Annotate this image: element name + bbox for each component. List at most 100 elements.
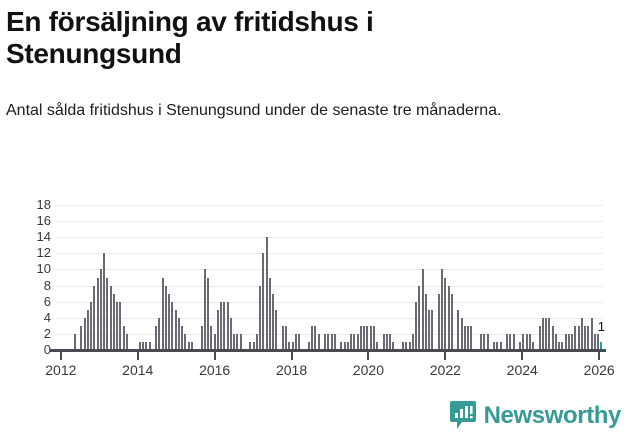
gridline (57, 253, 603, 255)
gridline (57, 285, 603, 287)
chart-bar (268, 277, 271, 350)
chart-bar (558, 341, 561, 350)
chart-bar (73, 333, 76, 350)
chart-bar (340, 341, 343, 350)
y-axis-tick-label: 10 (36, 261, 51, 277)
chart-bar (249, 341, 252, 350)
x-axis-tick (444, 352, 447, 360)
chart-bar (181, 325, 184, 350)
chart-bar (541, 317, 544, 350)
gridline (57, 333, 603, 335)
chart-subtitle: Antal sålda fritidshus i Stenungsund und… (6, 101, 502, 119)
chart-bar (441, 269, 444, 350)
chart-bar (265, 237, 268, 350)
gridline (57, 205, 603, 206)
footer-brand: Newsworthy (449, 401, 621, 431)
chart-bar (164, 285, 167, 350)
chart-bar (424, 293, 427, 350)
chart-bar (353, 333, 356, 350)
chart-bar (574, 325, 577, 350)
chart-bar (343, 341, 346, 350)
chart-bar (106, 277, 109, 350)
chart-bar (496, 341, 499, 350)
chart-bar (262, 253, 265, 350)
chart-bar (580, 317, 583, 350)
x-axis-tick (598, 352, 601, 360)
chart-bar (122, 325, 125, 350)
chart-bar (187, 341, 190, 350)
x-axis-tick-label: 2020 (352, 362, 385, 378)
chart-bar (554, 333, 557, 350)
chart-bar (418, 285, 421, 350)
chart-bar (119, 301, 122, 350)
chart-bar (330, 333, 333, 350)
chart-bar (314, 325, 317, 350)
chart-bar (499, 341, 502, 350)
chart-bar (294, 333, 297, 350)
x-axis-tick (290, 352, 293, 360)
chart-bar (480, 333, 483, 350)
chart-bar (226, 301, 229, 350)
x-axis-tick-label: 2018 (275, 362, 308, 378)
chart-bar (203, 269, 206, 350)
chart-bar (437, 293, 440, 350)
chart-bar (519, 341, 522, 350)
chart-bar (457, 309, 460, 350)
x-axis-tick-label: 2022 (429, 362, 461, 378)
chart-bar (567, 333, 570, 350)
chart-bar (587, 325, 590, 350)
chart-bar (158, 317, 161, 350)
chart-bar (252, 341, 255, 350)
chart-bar (216, 309, 219, 350)
y-axis-tick-label: 2 (43, 325, 51, 341)
chart-bar (207, 277, 210, 350)
x-axis-tick (59, 352, 62, 360)
chart-bar (116, 301, 119, 350)
chart-bar (190, 341, 193, 350)
chart-bar (366, 325, 369, 350)
chart-bar (229, 317, 232, 350)
x-axis-tick-label: 2014 (122, 362, 154, 378)
chart-bar (363, 325, 366, 350)
chart-bar (551, 325, 554, 350)
chart-bar (93, 285, 96, 350)
chart-bar (174, 309, 177, 350)
chart-bar (168, 293, 171, 350)
chart-bar (86, 309, 89, 350)
chart-bar (408, 341, 411, 350)
chart-bar (288, 341, 291, 350)
y-axis-tick-label: 8 (43, 277, 51, 293)
chart-inner: 0 2 4 6 8 10 12 14 16 18 1 2012 2014 2016 2018 2020 20… (0, 196, 631, 386)
chart-bar (467, 325, 470, 350)
chart-bar (528, 333, 531, 350)
chart-bar (171, 301, 174, 350)
chart-bar (103, 253, 106, 350)
chart-bar (148, 341, 151, 350)
y-axis-tick-label: 6 (43, 293, 51, 309)
chart-bar (90, 301, 93, 350)
chart-bar (324, 333, 327, 350)
chart-bar (213, 333, 216, 350)
chart-bar (470, 325, 473, 350)
y-axis-tick-label: 4 (43, 309, 51, 325)
chart-bar (486, 333, 489, 350)
chart-bar (463, 325, 466, 350)
chart-bar (512, 333, 515, 350)
chart-bar (450, 293, 453, 350)
chart-bar (564, 333, 567, 350)
chart-bar (177, 317, 180, 350)
chart-bar (298, 333, 301, 350)
chart-bar (584, 325, 587, 350)
chart-bar (291, 341, 294, 350)
chart-bar (83, 317, 86, 350)
chart-bar (161, 277, 164, 350)
chart-bar (233, 333, 236, 350)
chart-bar (372, 325, 375, 350)
chart-bar (460, 317, 463, 350)
gridline (57, 301, 603, 303)
chart-bar (421, 269, 424, 350)
x-axis-baseline (50, 349, 606, 352)
gridline (57, 221, 603, 223)
page-title: En försäljning av fritidshus i Stenungsu… (6, 6, 374, 69)
